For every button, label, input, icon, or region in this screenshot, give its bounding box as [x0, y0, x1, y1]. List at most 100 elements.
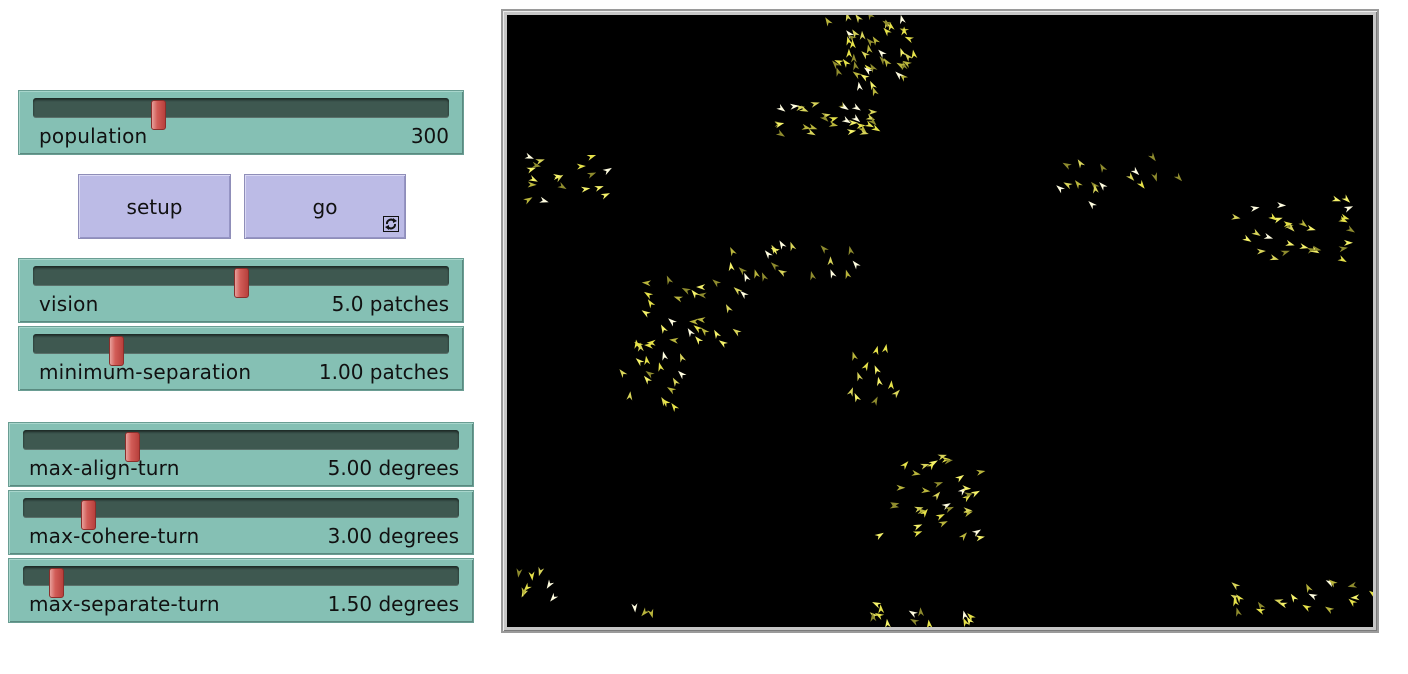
slider-track[interactable]: [23, 566, 459, 598]
turtle-bird: [845, 269, 852, 280]
slider-value: 3.00 degrees: [327, 524, 459, 548]
turtle-bird: [867, 116, 877, 126]
max-separate-turn-slider[interactable]: max-separate-turn 1.50 degrees: [8, 558, 474, 623]
slider-track[interactable]: [23, 498, 459, 530]
turtle-bird: [908, 610, 918, 618]
turtle-bird: [891, 389, 900, 399]
slider-value: 5.0 patches: [331, 292, 449, 316]
slider-track[interactable]: [33, 266, 449, 298]
go-button[interactable]: go: [244, 174, 406, 239]
turtle-bird: [911, 469, 921, 476]
turtle-bird: [842, 58, 851, 68]
slider-thumb[interactable]: [150, 100, 166, 130]
turtle-bird: [1331, 195, 1342, 202]
turtle-bird: [846, 30, 855, 40]
slider-thumb[interactable]: [48, 568, 64, 598]
world-canvas[interactable]: [507, 15, 1373, 627]
turtle-bird: [647, 299, 656, 309]
turtle-bird: [744, 272, 751, 283]
slider-thumb[interactable]: [125, 432, 140, 462]
slider-label: population: [39, 124, 148, 148]
turtle-bird: [1345, 225, 1355, 233]
turtle-bird: [696, 317, 706, 324]
turtle-bird: [845, 15, 852, 22]
forever-icon: [383, 216, 399, 232]
turtle-bird: [779, 240, 787, 250]
turtle-bird: [1276, 202, 1287, 209]
turtle-bird: [557, 182, 567, 190]
turtle-bird: [789, 103, 800, 110]
turtle-bird: [877, 376, 883, 387]
turtle-bird: [775, 129, 785, 137]
turtle-bird: [728, 261, 735, 272]
vision-slider[interactable]: vision 5.0 patches: [18, 258, 464, 323]
slider-track[interactable]: [33, 98, 449, 130]
population-slider[interactable]: population 300: [18, 90, 464, 155]
slider-thumb[interactable]: [234, 268, 249, 298]
turtle-bird: [874, 365, 881, 375]
turtle-bird: [619, 369, 628, 378]
turtle-bird: [1256, 248, 1266, 255]
slider-thumb[interactable]: [109, 336, 125, 366]
slider-label: max-align-turn: [29, 456, 180, 480]
turtle-bird: [1343, 206, 1354, 213]
turtle-bird: [828, 120, 839, 127]
turtle-bird: [902, 60, 912, 68]
turtle-bird: [935, 514, 945, 521]
turtle-bird: [740, 290, 749, 299]
turtle-bird: [932, 491, 941, 501]
turtle-bird: [666, 275, 674, 285]
turtle-bird: [1274, 599, 1284, 605]
turtle-bird: [1151, 172, 1157, 182]
turtle-bird: [1257, 601, 1266, 611]
turtle-bird: [962, 494, 972, 503]
turtle-bird: [1236, 594, 1244, 604]
turtle-bird: [896, 484, 906, 491]
turtle-bird: [883, 27, 892, 37]
turtle-bird: [774, 122, 785, 129]
turtle-bird: [866, 38, 876, 47]
turtle-bird: [644, 355, 651, 366]
turtle-bird: [1273, 217, 1283, 224]
turtle-bird: [1063, 182, 1073, 190]
turtle-bird: [920, 508, 928, 518]
max-cohere-turn-slider[interactable]: max-cohere-turn 3.00 degrees: [8, 490, 474, 555]
turtle-bird: [839, 102, 849, 110]
turtle-bird: [546, 579, 555, 589]
max-align-turn-slider[interactable]: max-align-turn 5.00 degrees: [8, 422, 474, 487]
minimum-separation-slider[interactable]: minimum-separation 1.00 patches: [18, 326, 464, 391]
turtle-bird: [1348, 598, 1358, 607]
turtle-bird: [1283, 221, 1293, 228]
turtle-bird: [1343, 239, 1353, 246]
turtle-bird: [966, 616, 975, 626]
turtle-bird: [827, 256, 834, 266]
turtle-bird: [538, 566, 545, 577]
turtle-bird: [1231, 213, 1241, 220]
turtle-bird: [668, 318, 677, 327]
turtle-bird: [1255, 608, 1266, 615]
turtle-bird: [1347, 581, 1358, 588]
turtle-bird: [521, 587, 528, 597]
turtle-bird: [635, 358, 645, 367]
turtle-bird: [712, 279, 722, 288]
setup-button[interactable]: setup: [78, 174, 231, 239]
slider-thumb[interactable]: [81, 500, 97, 530]
turtle-bird: [927, 619, 933, 627]
turtle-bird: [671, 403, 680, 412]
turtle-bird: [896, 62, 906, 70]
turtle-bird: [857, 81, 863, 91]
turtle-bird: [1299, 243, 1309, 249]
turtle-bird: [914, 506, 924, 513]
world-view[interactable]: [507, 15, 1373, 627]
turtle-bird: [673, 296, 684, 303]
turtle-bird: [900, 461, 909, 470]
slider-track[interactable]: [33, 334, 449, 366]
turtle-bird: [738, 267, 748, 276]
turtle-bird: [1148, 152, 1156, 162]
turtle-bird: [644, 342, 654, 349]
slider-track[interactable]: [23, 430, 459, 462]
turtle-bird: [866, 44, 873, 54]
turtle-bird: [901, 26, 908, 36]
turtle-bird: [1306, 247, 1317, 254]
turtle-bird: [678, 370, 687, 380]
